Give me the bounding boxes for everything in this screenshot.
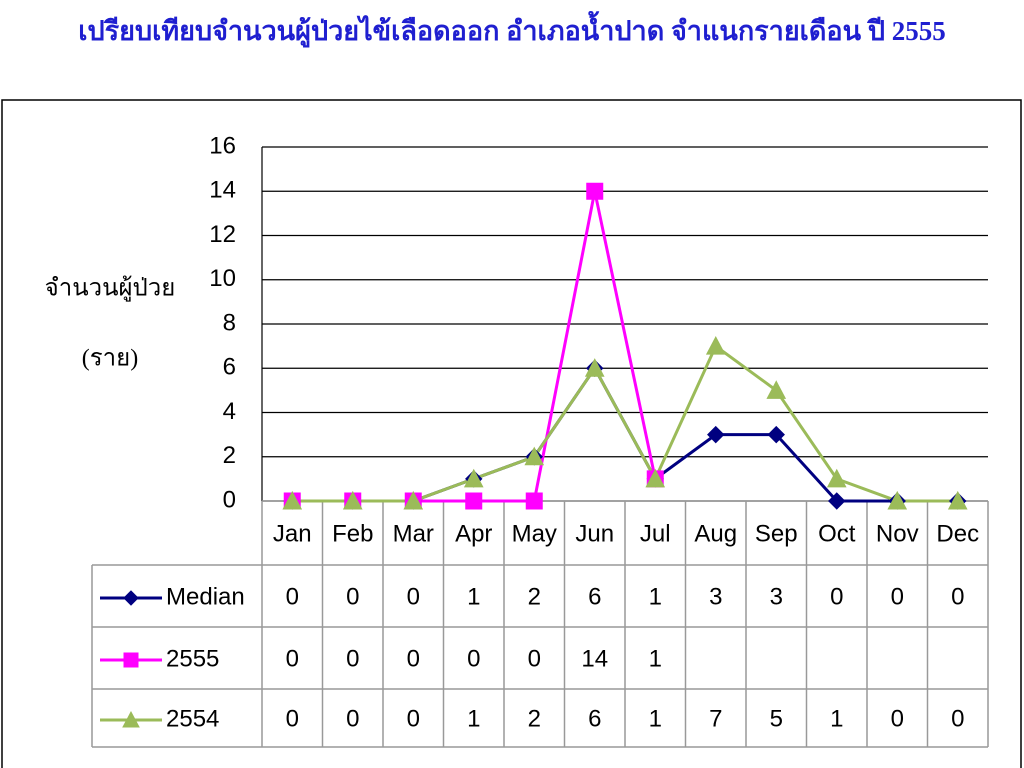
table-value: 1 (649, 583, 662, 610)
table-value: 0 (407, 645, 420, 672)
table-value: 3 (770, 583, 783, 610)
marker (947, 490, 968, 510)
marker (465, 492, 483, 510)
x-tick-label: Apr (455, 520, 492, 547)
series-line (292, 343, 958, 503)
chart-title: เปรียบเทียบจำนวนผู้ป่วยไข้เลือดออก อำเภอ… (78, 10, 945, 48)
x-tick-label: May (512, 520, 557, 547)
y-tick-label: 14 (209, 177, 236, 204)
table-value: 14 (581, 645, 608, 672)
y-tick-label: 0 (223, 486, 236, 513)
marker (282, 490, 303, 510)
y-tick-label: 6 (223, 354, 236, 381)
x-tick-label: Jun (575, 520, 614, 547)
table-value: 6 (588, 705, 601, 732)
x-tick-label: Aug (694, 520, 737, 547)
table-value: 0 (286, 583, 299, 610)
x-tick-label: Feb (332, 520, 373, 547)
marker (826, 468, 847, 488)
legend-label: 2555 (166, 645, 219, 672)
table-value: 0 (407, 583, 420, 610)
table-value: 0 (286, 705, 299, 732)
marker (463, 468, 484, 488)
marker (123, 590, 139, 606)
table-value: 1 (467, 583, 480, 610)
table-value: 5 (770, 705, 783, 732)
table-value: 0 (346, 583, 359, 610)
marker (705, 336, 726, 355)
y-tick-label: 4 (223, 398, 236, 425)
table-value: 0 (528, 645, 541, 672)
y-tick-label: 2 (223, 442, 236, 469)
marker (342, 490, 363, 510)
table-value: 0 (467, 645, 480, 672)
table-value: 0 (346, 645, 359, 672)
series-line (292, 365, 958, 503)
x-tick-label: Dec (936, 520, 979, 547)
x-tick-label: Nov (876, 520, 919, 547)
legend-label: 2554 (166, 705, 219, 732)
table-value: 2 (528, 583, 541, 610)
marker (707, 425, 725, 444)
marker (403, 490, 424, 510)
x-tick-label: Jul (640, 520, 671, 547)
marker (524, 446, 545, 466)
table-value: 6 (588, 583, 601, 610)
table-value: 7 (709, 705, 722, 732)
x-tick-label: Jan (273, 520, 312, 547)
table-value: 0 (830, 583, 843, 610)
table-value: 0 (407, 705, 420, 732)
y-tick-label: 8 (223, 309, 236, 336)
marker (887, 490, 908, 510)
x-tick-label: Mar (393, 520, 434, 547)
table-value: 1 (649, 705, 662, 732)
series-line (292, 190, 657, 503)
table-value: 1 (649, 645, 662, 672)
table-value: 3 (709, 583, 722, 610)
table-value: 0 (891, 705, 904, 732)
x-tick-label: Oct (818, 520, 856, 547)
table-value: 0 (951, 583, 964, 610)
table-value: 2 (528, 705, 541, 732)
y-tick-label: 16 (209, 132, 236, 159)
marker (586, 182, 604, 200)
y-tick-label: 12 (209, 221, 236, 248)
marker (828, 492, 846, 510)
marker (122, 710, 140, 728)
table-value: 1 (467, 705, 480, 732)
chart-frame (1, 99, 1022, 768)
y-axis-label: จำนวนผู้ป่วย (45, 276, 176, 303)
marker (767, 425, 785, 444)
table-value: 0 (286, 645, 299, 672)
x-tick-label: Sep (755, 520, 798, 547)
marker (123, 652, 139, 668)
table-value: 0 (891, 583, 904, 610)
table-value: 0 (951, 705, 964, 732)
marker (766, 380, 787, 399)
marker (645, 468, 666, 488)
table-value: 0 (346, 705, 359, 732)
marker (525, 492, 543, 510)
y-tick-label: 10 (209, 265, 236, 292)
legend-label: Median (166, 583, 245, 610)
table-value: 1 (830, 705, 843, 732)
y-axis-label: (ราย) (82, 346, 138, 372)
marker (584, 358, 605, 377)
